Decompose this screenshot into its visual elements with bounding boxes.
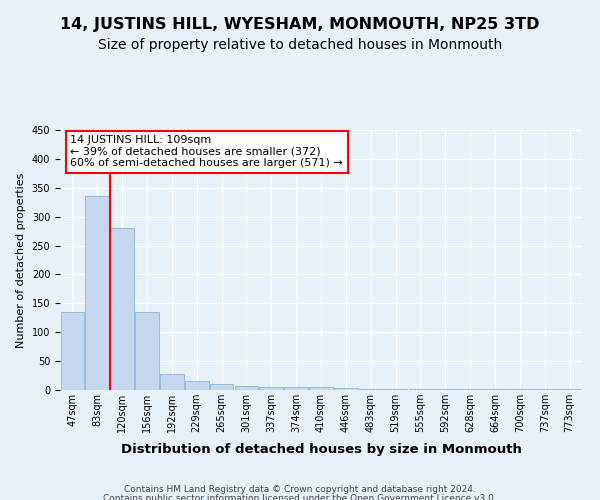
Bar bbox=[185, 382, 209, 390]
Bar bbox=[61, 312, 84, 390]
Bar bbox=[309, 387, 333, 390]
Bar bbox=[135, 312, 159, 390]
Bar bbox=[259, 386, 283, 390]
Bar bbox=[284, 387, 308, 390]
Bar bbox=[85, 196, 109, 390]
Bar bbox=[558, 389, 581, 390]
Text: 14 JUSTINS HILL: 109sqm
← 39% of detached houses are smaller (372)
60% of semi-d: 14 JUSTINS HILL: 109sqm ← 39% of detache… bbox=[70, 135, 343, 168]
Text: Distribution of detached houses by size in Monmouth: Distribution of detached houses by size … bbox=[121, 442, 521, 456]
Text: Contains public sector information licensed under the Open Government Licence v3: Contains public sector information licen… bbox=[103, 494, 497, 500]
Bar bbox=[210, 384, 233, 390]
Text: Contains HM Land Registry data © Crown copyright and database right 2024.: Contains HM Land Registry data © Crown c… bbox=[124, 485, 476, 494]
Text: Size of property relative to detached houses in Monmouth: Size of property relative to detached ho… bbox=[98, 38, 502, 52]
Bar bbox=[160, 374, 184, 390]
Bar bbox=[110, 228, 134, 390]
Bar bbox=[483, 389, 507, 390]
Bar bbox=[235, 386, 258, 390]
Bar bbox=[334, 388, 358, 390]
Text: 14, JUSTINS HILL, WYESHAM, MONMOUTH, NP25 3TD: 14, JUSTINS HILL, WYESHAM, MONMOUTH, NP2… bbox=[60, 18, 540, 32]
Y-axis label: Number of detached properties: Number of detached properties bbox=[16, 172, 26, 348]
